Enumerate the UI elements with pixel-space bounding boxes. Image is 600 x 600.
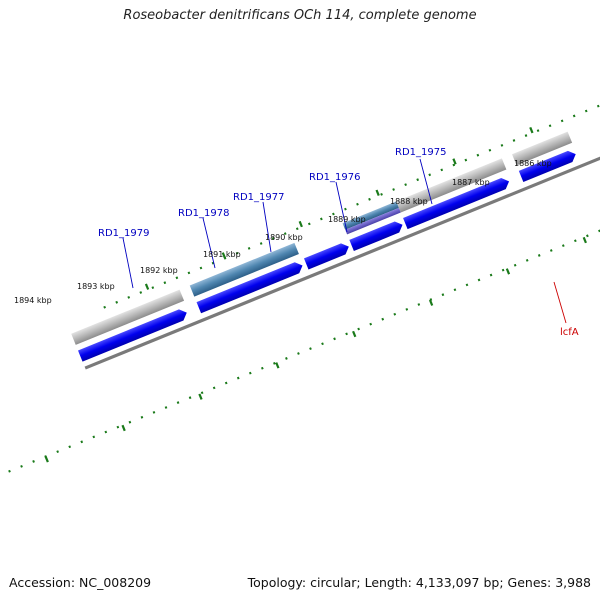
cds-arrow[interactable] bbox=[518, 149, 578, 182]
gene-block-rd1-1977-sub[interactable] bbox=[345, 207, 401, 235]
scale-label: 1891 kbp bbox=[203, 250, 241, 259]
label-leaders bbox=[122, 158, 567, 324]
scale-label: 1894 kbp bbox=[14, 296, 52, 305]
gene-label-rd1-1975[interactable]: RD1_1975 bbox=[395, 147, 446, 158]
scale-label: 1887 kbp bbox=[452, 178, 490, 187]
cds-arrow[interactable] bbox=[77, 307, 189, 362]
gene-label-lcfa[interactable]: lcfA bbox=[560, 327, 579, 338]
gene-block-rd1-1975[interactable] bbox=[512, 131, 573, 166]
scale-label: 1888 kbp bbox=[390, 197, 428, 206]
cds-arrow[interactable] bbox=[403, 176, 511, 230]
genome-backbone bbox=[84, 94, 600, 370]
cds-arrow[interactable] bbox=[196, 260, 305, 314]
upper-tick-track bbox=[103, 50, 600, 309]
gene-label-rd1-1979[interactable]: RD1_1979 bbox=[98, 228, 149, 239]
gene-block-rd1-1976[interactable] bbox=[396, 158, 507, 213]
cds-arrow[interactable] bbox=[349, 219, 404, 252]
gene-label-rd1-1977[interactable]: RD1_1977 bbox=[233, 192, 284, 203]
gene-label-rd1-1978[interactable]: RD1_1978 bbox=[178, 208, 229, 219]
lower-tick-track bbox=[8, 157, 600, 473]
scale-label: 1893 kbp bbox=[77, 282, 115, 291]
gene-block-rd1-1979[interactable] bbox=[189, 242, 299, 297]
genome-summary-text: Topology: circular; Length: 4,133,097 bp… bbox=[247, 575, 591, 590]
gene-block-grey[interactable] bbox=[71, 289, 185, 345]
scale-label: 1890 kbp bbox=[265, 233, 303, 242]
gene-block-rd1-1977[interactable] bbox=[342, 201, 399, 230]
scale-label: 1892 kbp bbox=[140, 266, 178, 275]
map-title: Roseobacter denitrificans OCh 114, compl… bbox=[123, 8, 477, 23]
accession-text: Accession: NC_008209 bbox=[9, 575, 152, 590]
cds-arrow[interactable] bbox=[303, 241, 351, 270]
scale-label: 1889 kbp bbox=[328, 215, 366, 224]
gene-label-rd1-1976[interactable]: RD1_1976 bbox=[309, 172, 360, 183]
scale-label: 1886 kbp bbox=[514, 159, 552, 168]
